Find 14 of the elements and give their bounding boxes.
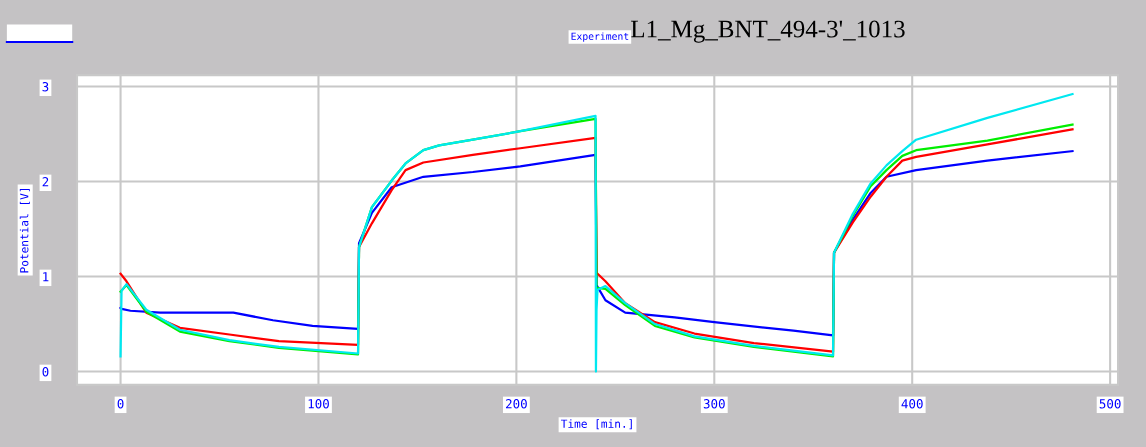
text: Experiment (571, 32, 629, 42)
x-tick-label: 100 (308, 399, 329, 409)
y-axis-title: Potential [V] (19, 189, 30, 273)
x-tick-label: 300 (703, 399, 725, 409)
y-tick-label: 2 (42, 177, 49, 187)
y-tick-label: 3 (42, 82, 49, 92)
y-tick-label: 0 (42, 367, 49, 377)
x-tick-label: 0 (117, 399, 124, 409)
x-tick-label: 400 (901, 399, 923, 409)
x-axis-title: Time [min.] (560, 419, 632, 430)
chart-title: L1_Mg_BNT_494-3'_1013 (631, 20, 905, 43)
x-tick-label: 500 (1099, 399, 1121, 409)
y-tick-label: 1 (43, 272, 49, 282)
x-tick-label: 200 (506, 399, 527, 409)
